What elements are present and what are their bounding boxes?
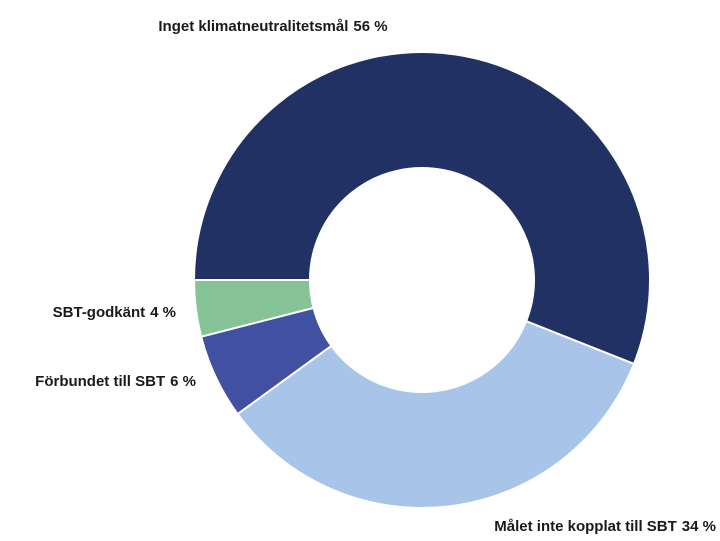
slice-label: SBT-godkänt 4 % bbox=[53, 304, 176, 321]
slice-label: Förbundet till SBT 6 % bbox=[35, 373, 196, 390]
slice-label: Inget klimatneutralitetsmål 56 % bbox=[158, 18, 387, 35]
donut-slice bbox=[236, 319, 636, 509]
slice-value: 34 % bbox=[682, 518, 716, 535]
slice-value: 6 % bbox=[170, 373, 196, 390]
slice-value: 56 % bbox=[353, 18, 387, 35]
slice-category: SBT-godkänt bbox=[53, 304, 146, 321]
donut-slice bbox=[192, 279, 315, 338]
slice-category: Förbundet till SBT bbox=[35, 373, 165, 390]
slice-category: Inget klimatneutralitetsmål bbox=[158, 18, 348, 35]
slice-category: Målet inte kopplat till SBT bbox=[494, 518, 677, 535]
slice-label: Målet inte kopplat till SBT 34 % bbox=[494, 518, 716, 535]
donut-slice bbox=[192, 51, 651, 366]
slice-value: 4 % bbox=[150, 304, 176, 321]
